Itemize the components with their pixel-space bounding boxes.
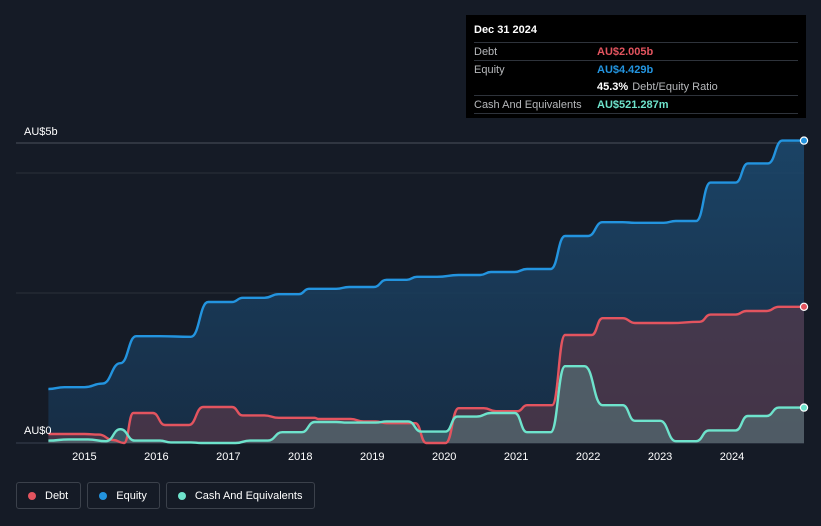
legend-label-debt: Debt <box>45 489 69 502</box>
tooltip-row-ratio: 45.3% Debt/Equity Ratio <box>474 78 798 95</box>
y-tick-label-bottom: AU$0 <box>24 425 52 437</box>
legend-label-cash: Cash And Equivalents <box>194 489 303 502</box>
x-tick-label: 2022 <box>576 451 600 463</box>
debt-end-marker <box>799 302 809 311</box>
tooltip-row-equity: Equity AU$4.429b <box>474 60 798 78</box>
cash-line <box>48 364 804 445</box>
legend-item-debt[interactable]: Debt <box>16 482 82 509</box>
x-tick-label: 2017 <box>216 451 240 463</box>
x-tick-label: 2018 <box>288 451 312 463</box>
tooltip-row-debt: Debt AU$2.005b <box>474 42 798 60</box>
equity-line <box>48 139 804 391</box>
debt-area <box>48 306 804 443</box>
legend-label-equity: Equity <box>116 489 147 502</box>
tooltip-debt-label: Debt <box>474 45 498 58</box>
y-tick-label-top: AU$5b <box>24 126 58 138</box>
cash-area <box>48 366 804 443</box>
tooltip-ratio-value: 45.3% <box>597 80 629 93</box>
x-tick-labels: 2015 2016 2017 2018 2019 2020 2021 2022 2023 2024 <box>72 451 744 463</box>
x-tick-label: 2019 <box>360 451 384 463</box>
legend-dot-equity <box>99 491 108 500</box>
tooltip-date: Dec 31 2024 <box>474 24 537 36</box>
legend-item-cash[interactable]: Cash And Equivalents <box>165 482 316 509</box>
x-tick-label: 2023 <box>648 451 672 463</box>
x-tick-label: 2024 <box>720 451 744 463</box>
tooltip-cash-label: Cash And Equivalents <box>474 98 582 111</box>
legend-dot-cash <box>177 491 186 500</box>
legend-dot-debt <box>28 491 36 500</box>
debt-line <box>48 305 804 445</box>
tooltip-row-cash: Cash And Equivalents AU$521.287m <box>474 95 798 114</box>
series-areas <box>48 140 804 443</box>
tooltip-equity-label: Equity <box>474 63 505 76</box>
cash-end-marker <box>799 403 809 412</box>
legend: Debt Equity Cash And Equivalents <box>16 482 316 509</box>
tooltip-ratio-label: Debt/Equity Ratio <box>632 80 718 93</box>
x-tick-label: 2016 <box>144 451 168 463</box>
equity-end-marker <box>799 136 809 145</box>
end-markers <box>799 136 809 412</box>
tooltip-equity-value: AU$4.429b <box>597 63 654 76</box>
series-lines <box>48 139 804 445</box>
x-tick-label: 2015 <box>72 451 96 463</box>
x-tick-label: 2020 <box>432 451 456 463</box>
tooltip-cash-value: AU$521.287m <box>597 98 669 111</box>
tooltip: Dec 31 2024 Debt AU$2.005b Equity AU$4.4… <box>466 15 806 118</box>
legend-item-equity[interactable]: Equity <box>87 482 160 509</box>
tooltip-debt-value: AU$2.005b <box>597 45 654 58</box>
x-tick-label: 2021 <box>504 451 528 463</box>
